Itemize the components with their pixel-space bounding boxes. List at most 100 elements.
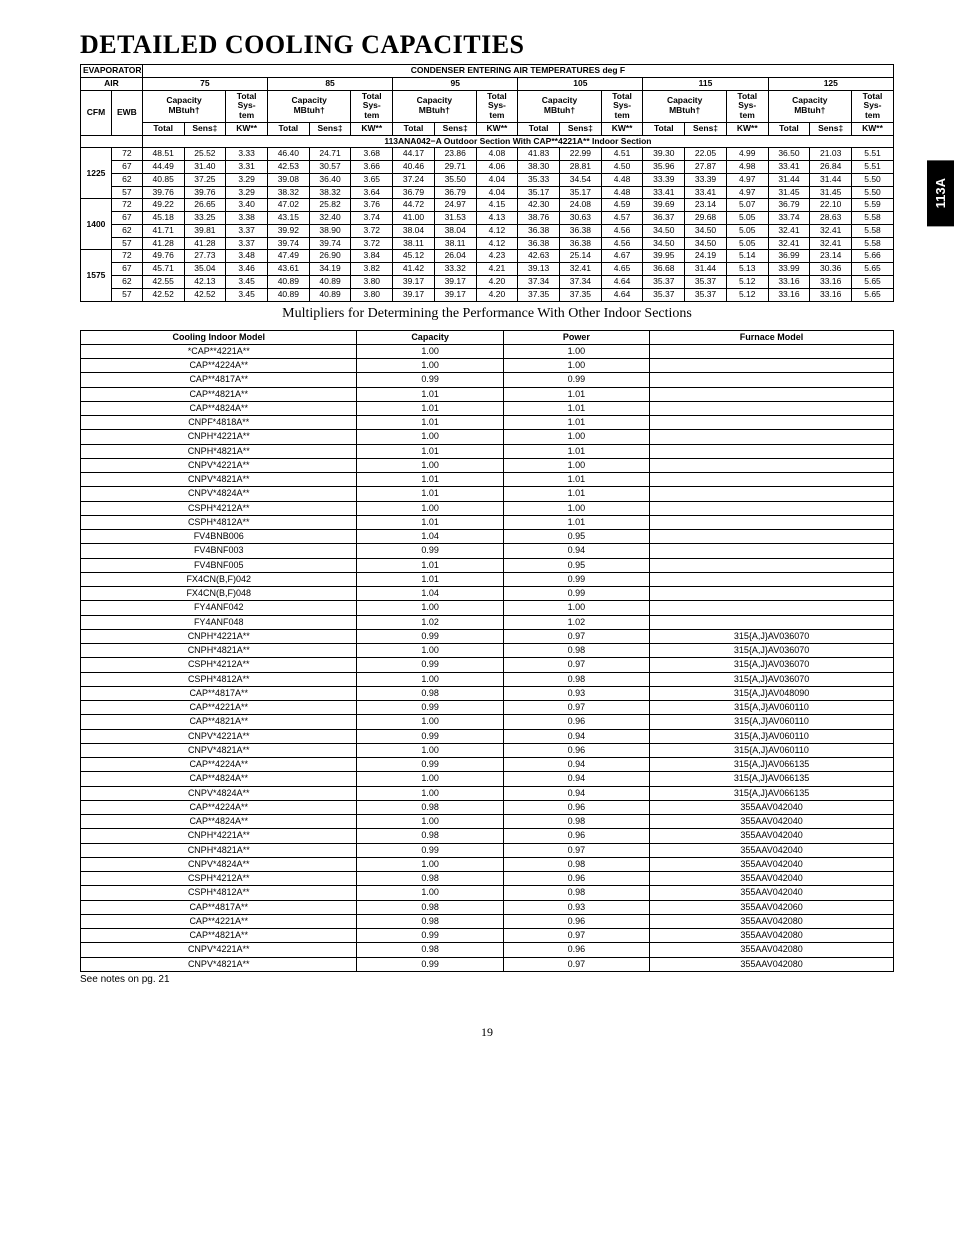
value-cell: 36.40 xyxy=(309,173,351,186)
table-row: CSPH*4812A**1.000.98315{A,J}AV036070 xyxy=(81,672,894,686)
value-cell: 4.51 xyxy=(601,148,643,161)
table-row: 14007249.2226.653.4047.0225.823.7644.722… xyxy=(81,199,894,212)
table-row: 5739.7639.763.2938.3238.323.6436.7936.79… xyxy=(81,186,894,199)
value-cell: 4.04 xyxy=(476,186,518,199)
mult-cell: 315{A,J}AV060110 xyxy=(650,701,894,715)
table-row: CSPH*4812A**1.011.01 xyxy=(81,515,894,529)
table-row: FY4ANF0421.001.00 xyxy=(81,601,894,615)
mult-cell: 1.01 xyxy=(357,416,503,430)
mult-cell: 0.98 xyxy=(503,886,649,900)
ewb-cell: 72 xyxy=(111,148,142,161)
value-cell: 36.37 xyxy=(643,212,685,225)
table-row: CNPV*4821A**0.990.97355AAV042080 xyxy=(81,957,894,971)
mult-cell: 0.99 xyxy=(503,587,649,601)
value-cell: 33.25 xyxy=(184,212,226,225)
mult-cell: CAP**4821A** xyxy=(81,715,357,729)
mult-cell: 1.00 xyxy=(357,644,503,658)
mult-cell: 1.00 xyxy=(357,715,503,729)
mult-cell: 0.99 xyxy=(357,729,503,743)
value-cell: 32.41 xyxy=(810,237,852,250)
mult-cell: 1.00 xyxy=(503,601,649,615)
capacity-table: EVAPORATORCONDENSER ENTERING AIR TEMPERA… xyxy=(80,64,894,302)
mult-cell xyxy=(650,530,894,544)
mult-cell: 355AAV042060 xyxy=(650,900,894,914)
value-cell: 31.44 xyxy=(768,173,810,186)
value-cell: 42.52 xyxy=(142,288,184,301)
value-cell: 39.69 xyxy=(643,199,685,212)
value-cell: 36.79 xyxy=(768,199,810,212)
value-cell: 38.11 xyxy=(393,237,435,250)
mult-cell: 1.01 xyxy=(503,416,649,430)
mult-cell xyxy=(650,501,894,515)
mult-cell: CSPH*4212A** xyxy=(81,872,357,886)
value-cell: 35.96 xyxy=(643,161,685,174)
value-cell: 34.50 xyxy=(643,224,685,237)
value-cell: 49.22 xyxy=(142,199,184,212)
value-cell: 45.12 xyxy=(393,250,435,263)
sens-header: Sens‡ xyxy=(184,122,226,135)
value-cell: 42.55 xyxy=(142,276,184,289)
mult-cell: 355AAV042080 xyxy=(650,957,894,971)
value-cell: 3.84 xyxy=(351,250,393,263)
value-cell: 35.50 xyxy=(434,173,476,186)
mult-cell xyxy=(650,515,894,529)
table-row: CAP**4221A**0.990.97315{A,J}AV060110 xyxy=(81,701,894,715)
mult-cell xyxy=(650,487,894,501)
temp-header: 95 xyxy=(393,77,518,90)
value-cell: 39.08 xyxy=(267,173,309,186)
value-cell: 29.68 xyxy=(685,212,727,225)
value-cell: 25.14 xyxy=(560,250,602,263)
mult-cell: CNPH*4821A** xyxy=(81,644,357,658)
mult-cell: 1.00 xyxy=(357,430,503,444)
temp-header: 115 xyxy=(643,77,768,90)
capacity-header: CapacityMBtuh† xyxy=(267,90,350,122)
mult-cell: 0.98 xyxy=(357,829,503,843)
mult-col-header: Furnace Model xyxy=(650,330,894,344)
value-cell: 4.99 xyxy=(726,148,768,161)
value-cell: 4.48 xyxy=(601,186,643,199)
mult-cell: FX4CN(B,F)048 xyxy=(81,587,357,601)
mult-cell: 1.02 xyxy=(503,615,649,629)
mult-cell: 0.94 xyxy=(503,772,649,786)
value-cell: 35.37 xyxy=(685,276,727,289)
value-cell: 4.12 xyxy=(476,237,518,250)
mult-cell: 1.00 xyxy=(503,359,649,373)
mult-cell: 0.97 xyxy=(503,843,649,857)
value-cell: 41.71 xyxy=(142,224,184,237)
value-cell: 28.63 xyxy=(810,212,852,225)
value-cell: 26.90 xyxy=(309,250,351,263)
mult-cell: 0.99 xyxy=(503,572,649,586)
cfm-cell: 1400 xyxy=(81,199,112,250)
mult-cell: CNPV*4221A** xyxy=(81,943,357,957)
value-cell: 42.53 xyxy=(267,161,309,174)
mult-cell: 0.97 xyxy=(503,658,649,672)
value-cell: 38.11 xyxy=(434,237,476,250)
value-cell: 23.86 xyxy=(434,148,476,161)
mult-cell: FY4ANF042 xyxy=(81,601,357,615)
value-cell: 39.74 xyxy=(309,237,351,250)
value-cell: 42.63 xyxy=(518,250,560,263)
value-cell: 46.40 xyxy=(267,148,309,161)
value-cell: 32.41 xyxy=(768,237,810,250)
mult-cell: CNPV*4221A** xyxy=(81,458,357,472)
mult-cell: 1.01 xyxy=(503,515,649,529)
table-row: CAP**4824A**1.011.01 xyxy=(81,401,894,415)
value-cell: 47.02 xyxy=(267,199,309,212)
value-cell: 22.99 xyxy=(560,148,602,161)
table-row: CNPV*4824A**1.000.98355AAV042040 xyxy=(81,857,894,871)
mult-cell: CNPH*4221A** xyxy=(81,430,357,444)
mult-cell: 0.96 xyxy=(503,914,649,928)
table-row: CNPV*4221A**0.990.94315{A,J}AV060110 xyxy=(81,729,894,743)
mult-cell: 0.98 xyxy=(357,686,503,700)
table-row: FX4CN(B,F)0481.040.99 xyxy=(81,587,894,601)
value-cell: 37.35 xyxy=(560,288,602,301)
mult-cell: 355AAV042040 xyxy=(650,886,894,900)
total-header: Total xyxy=(142,122,184,135)
mult-cell: CNPV*4824A** xyxy=(81,786,357,800)
mult-cell: 315{A,J}AV036070 xyxy=(650,658,894,672)
value-cell: 3.72 xyxy=(351,237,393,250)
mult-cell: 1.01 xyxy=(503,487,649,501)
value-cell: 47.49 xyxy=(267,250,309,263)
mult-cell: 315{A,J}AV036070 xyxy=(650,629,894,643)
mult-cell: CSPH*4212A** xyxy=(81,501,357,515)
